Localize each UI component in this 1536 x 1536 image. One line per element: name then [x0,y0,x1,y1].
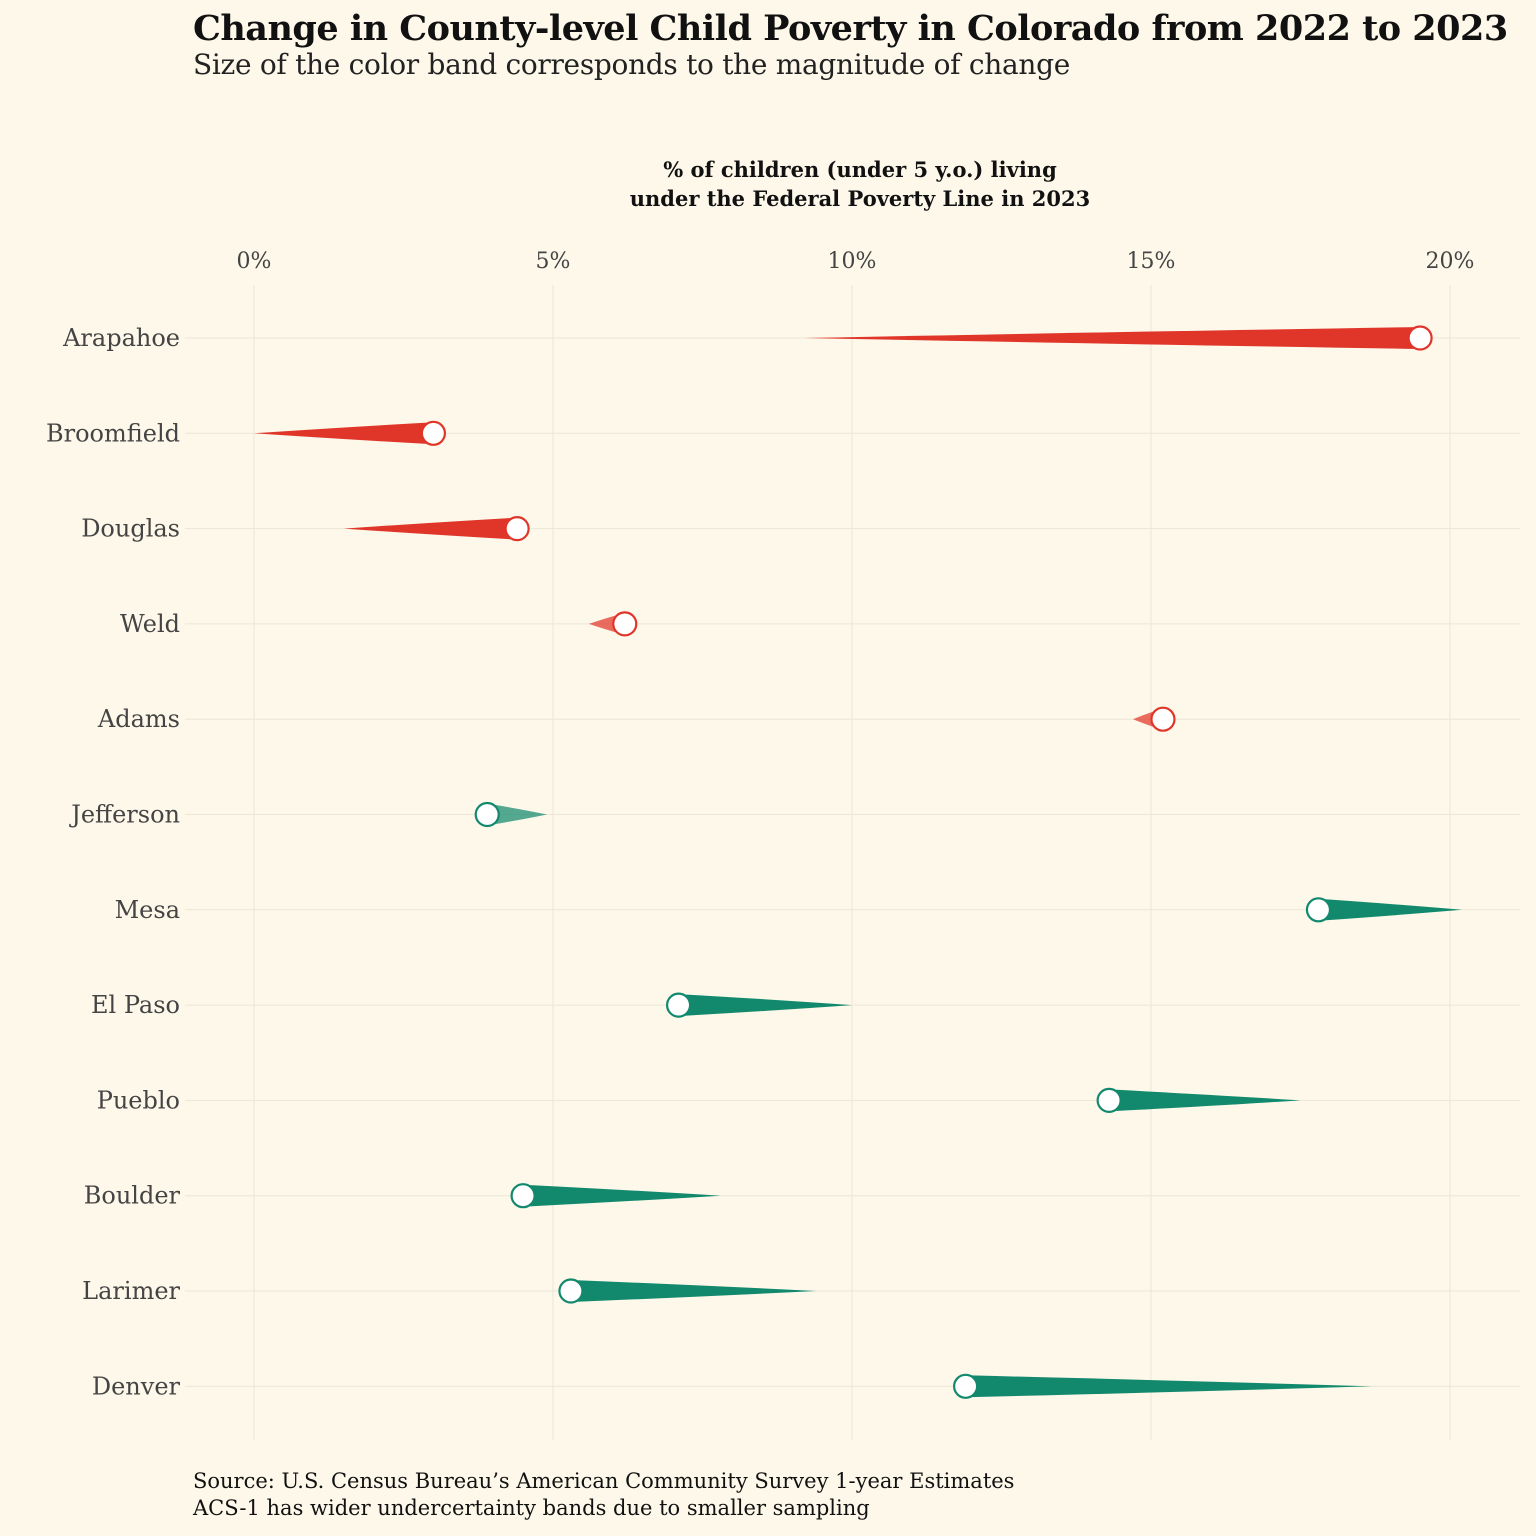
change-band [343,517,518,540]
chart-caption: Source: U.S. Census Bureau’s American Co… [193,1468,1014,1522]
change-band [965,1375,1373,1398]
county-label: Douglas [81,515,180,543]
value-2023-point [953,1373,979,1399]
chart-title: Change in County-level Child Poverty in … [193,8,1508,49]
value-2023-point [504,515,530,542]
x-tick-label: 15% [1127,249,1176,274]
caption-source: Source: U.S. Census Bureau’s American Co… [193,1469,1015,1493]
change-band [254,422,434,445]
change-band [678,994,852,1017]
county-label: Boulder [84,1182,181,1210]
change-band [523,1184,721,1207]
county-label: Adams [97,705,180,733]
county-label: El Paso [91,991,180,1019]
x-axis-title: % of children (under 5 y.o.) living unde… [560,155,1160,213]
county-label: Denver [92,1372,181,1400]
value-2023-point [612,611,638,637]
data-marks [254,325,1462,1399]
x-tick-label: 5% [536,249,571,274]
value-2023-point [665,992,692,1018]
county-label: Pueblo [97,1086,180,1114]
change-band [1318,898,1462,921]
x-axis-title-line2: under the Federal Poverty Line in 2023 [629,186,1091,211]
chart-subtitle: Size of the color band corresponds to th… [193,48,1070,81]
grid-lines [185,285,1520,1440]
county-label: Larimer [82,1277,180,1305]
county-label: Weld [120,610,180,638]
county-label: Jefferson [68,801,180,829]
county-label: Broomfield [46,419,180,447]
value-2023-point [420,420,446,446]
value-2023-point [1305,897,1332,923]
change-band [487,803,548,826]
value-2023-point [474,801,500,828]
county-label: Mesa [115,896,180,924]
x-tick-label: 0% [237,249,272,274]
value-2023-point [510,1183,536,1209]
value-2023-point [558,1278,584,1304]
value-2023-point [1150,706,1176,732]
county-label: Arapahoe [62,324,180,352]
x-tick-label: 10% [828,249,877,274]
value-2023-point [1096,1087,1122,1114]
change-band [570,1280,817,1302]
value-2023-point [1407,325,1433,351]
caption-note: ACS-1 has wider undercertainty bands due… [193,1496,870,1520]
x-tick-label: 20% [1426,249,1475,274]
x-axis-title-line1: % of children (under 5 y.o.) living [663,157,1057,182]
change-band [1109,1089,1301,1112]
change-band [804,327,1421,349]
